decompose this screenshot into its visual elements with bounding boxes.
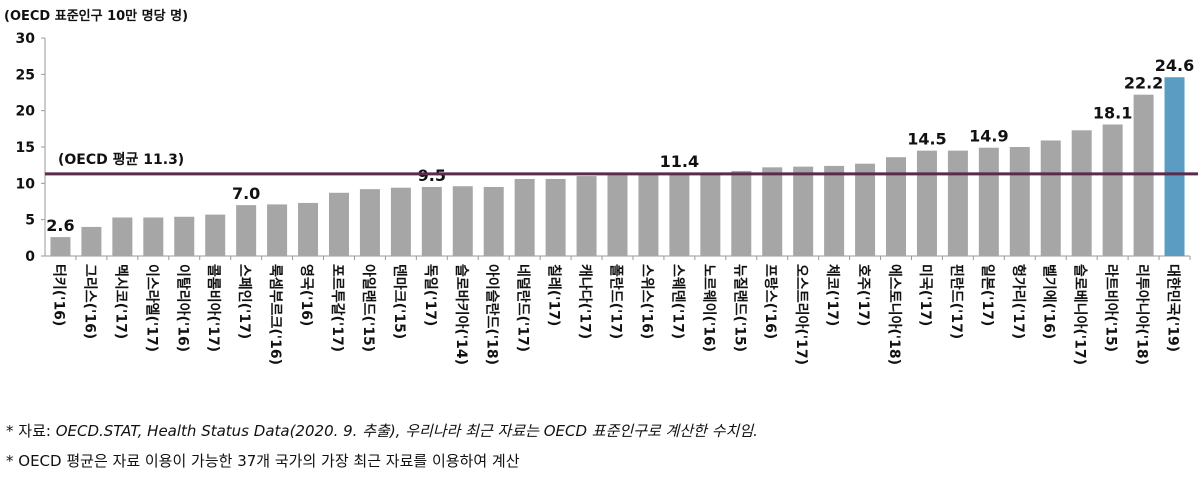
bar	[978, 147, 999, 256]
data-label: 24.6	[1155, 56, 1194, 75]
bar	[483, 186, 504, 256]
data-label: 22.2	[1124, 74, 1163, 93]
y-tick-label: 15	[16, 140, 35, 156]
bar	[700, 173, 721, 256]
x-tick-label: 덴마크('15)	[391, 264, 407, 339]
bar	[452, 186, 473, 256]
x-tick-label: 에스토니아('18)	[886, 264, 903, 365]
bar	[174, 216, 195, 256]
x-tick-label: 칠레('17)	[546, 264, 563, 326]
bar	[824, 165, 845, 256]
x-tick-label: 포르투갈('17)	[329, 264, 345, 352]
y-tick-label: 0	[25, 249, 35, 265]
x-tick-label: 헝가리('17)	[1010, 264, 1027, 339]
x-tick-label: 프랑스('16)	[762, 264, 778, 339]
bar	[607, 175, 628, 256]
bar	[328, 192, 349, 256]
x-tick-label: 네덜란드('17)	[515, 264, 532, 352]
x-tick-label: 라트비아('15)	[1103, 264, 1120, 352]
x-tick-label: 리투아니아('18)	[1134, 264, 1151, 365]
x-tick-label: 대한민국('19)	[1165, 264, 1182, 352]
data-label: 14.9	[969, 127, 1008, 146]
unit-label: (OECD 표준인구 10만 명당 명)	[4, 8, 188, 24]
bar	[359, 189, 380, 256]
source-note: * 자료: OECD.STAT, Health Status Data(2020…	[6, 420, 758, 441]
x-tick-label: 체코('17)	[824, 264, 840, 326]
x-tick-label: 스웨덴('17)	[669, 264, 685, 339]
y-tick-label: 5	[25, 213, 35, 229]
x-tick-label: 이탈리아('16)	[174, 264, 191, 352]
bar	[1009, 147, 1030, 256]
data-label: 2.6	[46, 216, 74, 235]
oecd-average-label: (OECD 평균 11.3)	[58, 151, 184, 168]
bar	[236, 205, 257, 256]
x-tick-label: 독일('17)	[422, 264, 438, 326]
bar	[514, 178, 535, 256]
bar	[1164, 77, 1185, 257]
x-tick-label: 벨기에('16)	[1041, 264, 1057, 339]
data-label: 18.1	[1093, 103, 1132, 122]
y-tick-label: 10	[16, 176, 36, 192]
y-tick-label: 30	[16, 31, 36, 47]
bar	[1102, 124, 1123, 257]
x-tick-label: 아이슬란드('18)	[484, 264, 501, 365]
bar	[390, 187, 411, 256]
bar	[1071, 130, 1092, 256]
bar	[205, 214, 226, 256]
bar	[298, 202, 319, 256]
bar	[545, 178, 566, 256]
bar	[421, 186, 442, 256]
data-label: 7.0	[232, 184, 260, 203]
x-tick-label: 멕시코('17)	[112, 264, 129, 339]
x-tick-label: 뉴질랜드('15)	[731, 264, 748, 352]
x-tick-label: 오스트리아('17)	[793, 264, 810, 365]
bar	[143, 217, 164, 256]
bar	[762, 167, 783, 256]
x-tick-label: 캐나다('17)	[577, 264, 593, 339]
data-label: 9.5	[418, 166, 446, 185]
x-tick-label: 이스라엘('17)	[143, 264, 160, 352]
x-tick-label: 일본('17)	[979, 264, 995, 326]
data-label: 11.4	[660, 152, 699, 171]
source-prefix: * 자료:	[6, 422, 56, 440]
bar	[1040, 140, 1061, 256]
bar	[267, 204, 288, 256]
x-tick-label: 호주('17)	[855, 264, 871, 326]
x-tick-label: 미국('17)	[917, 264, 933, 326]
bar	[112, 217, 133, 256]
bar	[50, 237, 71, 256]
x-tick-label: 노르웨이('16)	[700, 264, 717, 352]
x-tick-label: 슬로바키아('14)	[453, 264, 470, 365]
bar	[81, 226, 102, 256]
x-tick-label: 그리스('16)	[81, 264, 97, 339]
x-tick-label: 터키('16)	[50, 264, 66, 326]
x-tick-label: 스위스('16)	[638, 264, 654, 339]
bar	[916, 150, 937, 256]
x-tick-label: 영국('16)	[298, 264, 315, 326]
bar	[947, 150, 968, 256]
bar	[576, 176, 597, 256]
bar	[638, 174, 659, 256]
x-tick-label: 룩셈부르크('16)	[267, 264, 284, 365]
x-tick-label: 슬로베니아('17)	[1072, 264, 1089, 365]
source-text: OECD.STAT, Health Status Data(2020. 9. 추…	[55, 422, 758, 440]
data-label: 14.5	[907, 130, 946, 149]
average-note: * OECD 평균은 자료 이용이 가능한 37개 국가의 가장 최근 자료를 …	[6, 452, 520, 470]
x-tick-label: 콜롬비아('17)	[205, 264, 222, 352]
y-tick-label: 20	[16, 104, 36, 120]
bar	[793, 166, 814, 256]
x-tick-label: 스페인('17)	[236, 264, 253, 339]
x-tick-label: 아일랜드('15)	[360, 264, 377, 352]
x-tick-label: 핀란드('17)	[948, 264, 965, 339]
bar	[731, 170, 752, 256]
x-tick-label: 폴란드('17)	[608, 264, 625, 339]
bar	[886, 157, 907, 256]
bar-chart: (OECD 표준인구 10만 명당 명) 0 5 10 15 20 25 30 터키('16) 2…	[4, 8, 1198, 365]
bar	[855, 163, 876, 256]
y-tick-label: 25	[16, 67, 35, 83]
bar	[669, 173, 690, 256]
